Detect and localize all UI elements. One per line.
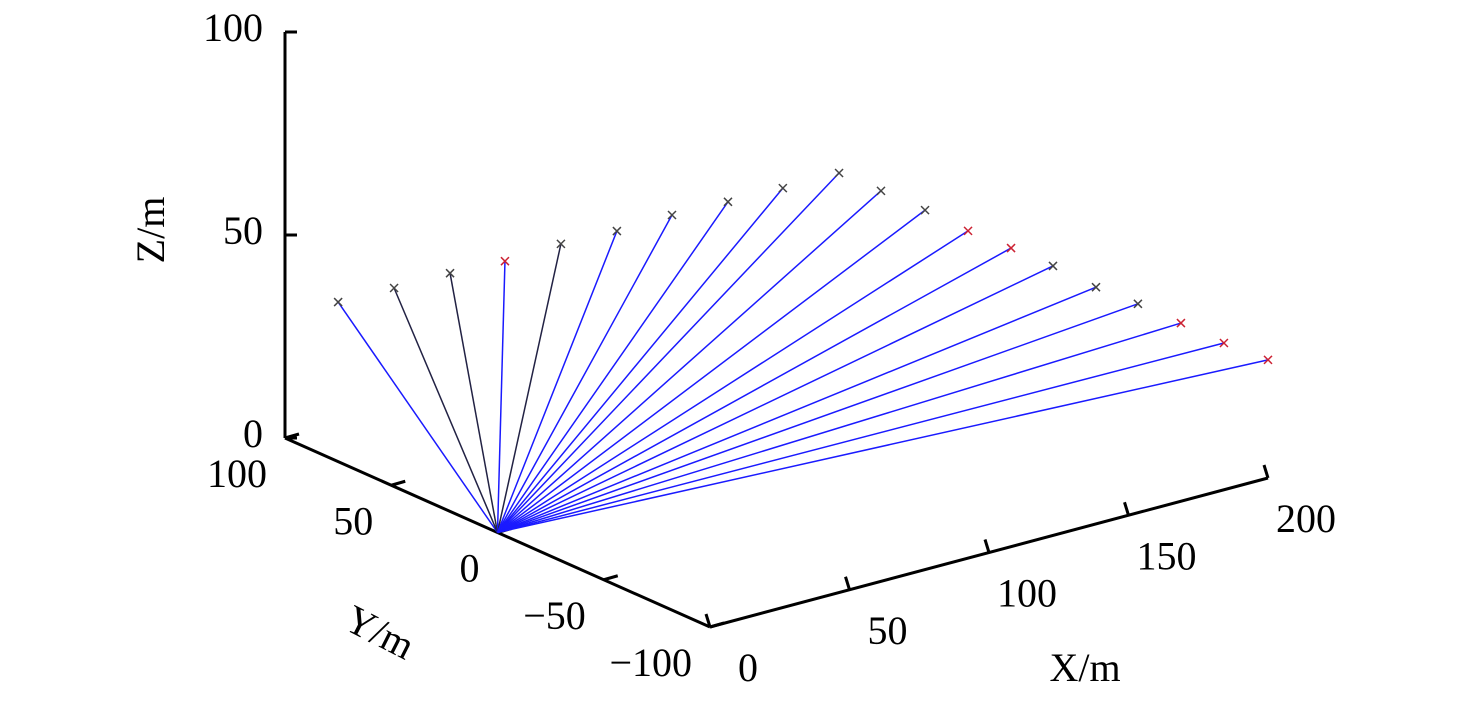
x-tick-label: 150 xyxy=(1137,533,1197,578)
y-tick-label: 50 xyxy=(333,498,373,543)
y-tick-label: 100 xyxy=(207,451,267,496)
ray xyxy=(496,214,673,533)
end-marker xyxy=(445,268,455,278)
z-tick-label: 0 xyxy=(243,411,263,456)
y-tick xyxy=(390,479,406,487)
x-tick xyxy=(1123,501,1130,516)
y-tick-label: 0 xyxy=(460,546,480,591)
end-marker xyxy=(834,168,844,178)
end-marker xyxy=(778,183,788,193)
end-marker xyxy=(612,226,622,236)
ray xyxy=(497,230,969,534)
ray xyxy=(497,190,882,534)
end-marker xyxy=(333,297,343,307)
end-marker xyxy=(723,197,733,207)
x-tick-label: 100 xyxy=(997,571,1057,616)
z-axis-label: Z/m xyxy=(128,197,173,264)
ray xyxy=(497,265,1054,534)
ray xyxy=(496,172,840,534)
end-marker xyxy=(1219,338,1229,348)
z-tick-label: 50 xyxy=(223,208,263,253)
ray xyxy=(497,303,1139,534)
ray xyxy=(496,261,506,533)
end-marker xyxy=(1176,318,1186,328)
ray xyxy=(497,209,926,534)
end-marker xyxy=(1091,282,1101,292)
ray xyxy=(497,359,1269,534)
y-tick xyxy=(284,432,300,440)
end-marker xyxy=(963,226,973,236)
y-tick-label: −100 xyxy=(609,640,692,685)
ray xyxy=(449,273,499,533)
end-marker xyxy=(1048,261,1058,271)
x-axis-label: X/m xyxy=(1049,645,1120,690)
y-tick-label: −50 xyxy=(523,593,586,638)
x-tick xyxy=(844,576,851,591)
ray xyxy=(497,286,1097,534)
end-marker xyxy=(389,283,399,293)
y-axis-label: Y/m xyxy=(338,596,422,668)
x-tick xyxy=(1262,464,1270,479)
end-marker xyxy=(876,186,886,196)
end-marker xyxy=(500,256,510,266)
x-tick xyxy=(983,539,991,553)
ray xyxy=(497,342,1225,534)
x-tick xyxy=(704,613,712,628)
ray xyxy=(497,247,1012,534)
ray xyxy=(337,301,499,533)
y-tick xyxy=(603,574,619,582)
ray xyxy=(496,243,562,533)
end-marker xyxy=(556,239,566,249)
ray xyxy=(496,201,729,533)
ray xyxy=(393,287,499,533)
ray xyxy=(496,230,618,533)
end-marker xyxy=(920,205,930,215)
x-tick-label: 0 xyxy=(738,645,758,690)
z-tick-label: 100 xyxy=(203,5,263,50)
ray xyxy=(496,187,784,533)
end-marker xyxy=(1133,299,1143,309)
y-tick xyxy=(709,621,725,629)
end-marker xyxy=(667,210,677,220)
x-tick-label: 200 xyxy=(1276,496,1336,541)
end-marker xyxy=(1006,243,1016,253)
end-marker xyxy=(1263,355,1273,365)
ray xyxy=(497,322,1182,534)
x-tick-label: 50 xyxy=(868,608,908,653)
